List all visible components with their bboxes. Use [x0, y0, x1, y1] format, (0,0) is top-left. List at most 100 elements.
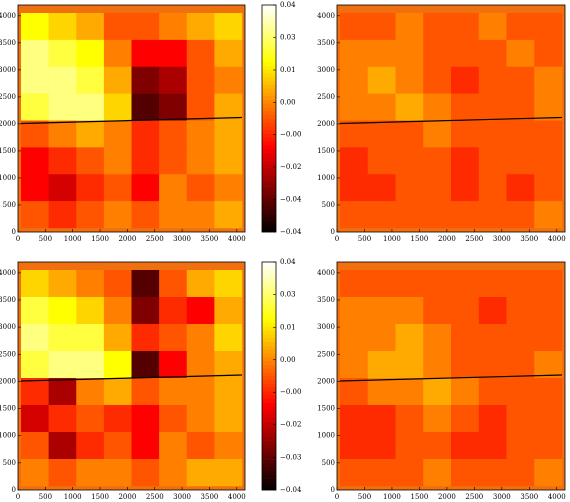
colorbar-step — [262, 349, 276, 354]
heatmap-cell — [48, 378, 77, 406]
heatmap-cell — [131, 174, 160, 202]
heatmap-cell — [21, 459, 49, 487]
heatmap-cell — [367, 378, 396, 406]
colorbar-step — [262, 417, 276, 422]
x-tick-label: 1500 — [410, 235, 428, 243]
heatmap-cell — [21, 405, 49, 433]
heatmap-cell — [423, 459, 452, 487]
colorbar-step — [262, 379, 276, 384]
heatmap-cell — [21, 147, 49, 175]
heatmap-cell — [159, 174, 188, 202]
x-tick-label: 3000 — [493, 493, 511, 501]
heatmap-cell — [395, 66, 424, 94]
colorbar-step — [262, 118, 276, 123]
heatmap-cell — [131, 66, 160, 94]
x-tick-label: 3500 — [201, 235, 219, 243]
colorbar-step — [262, 216, 276, 221]
x-tick-label: 2500 — [465, 235, 483, 243]
heatmap-cell — [478, 201, 507, 229]
heatmap-cell — [451, 120, 480, 148]
colorbar-step — [262, 197, 276, 203]
heatmap-cell — [76, 459, 105, 487]
heatmap-cell — [506, 120, 535, 148]
colorbar-step — [262, 414, 276, 419]
heatmap-cell — [159, 66, 188, 94]
heatmap-cell — [186, 39, 215, 68]
colorbar-step — [262, 410, 276, 415]
heatmap-cell — [506, 324, 535, 352]
colorbar-step — [262, 148, 276, 153]
heatmap-cell — [76, 13, 105, 41]
colorbar-step — [262, 84, 276, 89]
heatmap-cell — [478, 174, 507, 202]
colorbar-step — [262, 406, 276, 411]
x-tick-label: 3500 — [201, 493, 219, 501]
heatmap-cell — [214, 13, 243, 41]
heatmap-cell — [367, 324, 396, 352]
heatmap-cell — [159, 270, 188, 298]
heatmap-cell — [506, 297, 535, 325]
colorbar-step — [262, 137, 276, 142]
x-tick-label: 2000 — [438, 235, 456, 243]
heatmap-cell — [21, 93, 49, 121]
heatmap-cell — [131, 459, 160, 487]
colorbar-step — [262, 133, 276, 138]
colorbar-step — [262, 395, 276, 400]
heatmap-cell — [48, 351, 77, 379]
heatmap-cell — [214, 432, 243, 460]
y-tick-label: 3000 — [0, 66, 16, 74]
heatmap-cell — [340, 351, 369, 379]
heatmap-cell — [534, 405, 563, 433]
heatmap-cell — [48, 174, 77, 202]
heatmap-cell — [186, 351, 215, 379]
heatmap-cell — [131, 120, 160, 148]
heatmap-cell — [340, 432, 369, 460]
heatmap-cell — [340, 147, 369, 175]
x-tick-label: 1000 — [383, 493, 401, 501]
colorbar-step — [262, 110, 276, 116]
heatmap-cell — [76, 270, 105, 298]
colorbar-step — [262, 471, 276, 476]
colorbar-step — [262, 402, 276, 407]
heatmap-cell — [340, 39, 369, 68]
colorbar-step — [262, 220, 276, 225]
colorbar-step — [262, 201, 276, 206]
y-tick-label: 3000 — [0, 323, 16, 331]
heatmap-cell — [48, 297, 77, 325]
colorbar-step — [262, 425, 276, 430]
heatmap-cell — [534, 459, 563, 487]
heatmap-cell — [48, 147, 77, 175]
heatmap-cell — [478, 66, 507, 94]
y-tick-label: 1000 — [317, 174, 335, 182]
y-tick-label: 500 — [3, 459, 16, 467]
y-tick-label: 4000 — [317, 12, 335, 20]
colorbar-tick-label: 0.00 — [280, 356, 296, 364]
heatmap-cell — [340, 120, 369, 148]
heatmap-cell — [451, 13, 480, 41]
heatmap-cell — [478, 13, 507, 41]
x-tick-label: 3500 — [520, 235, 538, 243]
heatmap-cell — [48, 93, 77, 121]
x-tick-label: 2500 — [146, 235, 164, 243]
colorbar-step — [262, 61, 276, 66]
x-tick-label: 4000 — [548, 493, 566, 501]
heatmap-cell — [131, 270, 160, 298]
colorbar-step — [262, 440, 276, 445]
y-tick-label: 1000 — [0, 432, 16, 440]
heatmap-cell — [159, 201, 188, 229]
heatmap-cell — [214, 147, 243, 175]
colorbar-step — [262, 194, 276, 199]
x-tick-label: 2000 — [438, 493, 456, 501]
heatmap-cell — [131, 93, 160, 121]
heatmap-cell — [395, 13, 424, 41]
colorbar-tick-label: −0.00 — [280, 388, 301, 396]
x-tick-label: 2000 — [118, 493, 136, 501]
heatmap-cell — [534, 120, 563, 148]
y-tick-label: 500 — [322, 459, 335, 467]
colorbar-tick-label: −0.02 — [280, 421, 301, 429]
heatmap-cell — [76, 405, 105, 433]
heatmap-cell — [21, 174, 49, 202]
x-tick-label: 2500 — [465, 493, 483, 501]
heatmap-cell — [451, 405, 480, 433]
heatmap-cell — [103, 324, 132, 352]
